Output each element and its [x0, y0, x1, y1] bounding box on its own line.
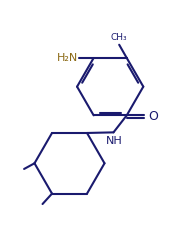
Text: CH₃: CH₃ [111, 33, 127, 42]
Text: NH: NH [106, 136, 123, 146]
Text: H₂N: H₂N [57, 53, 78, 63]
Text: O: O [148, 110, 158, 123]
